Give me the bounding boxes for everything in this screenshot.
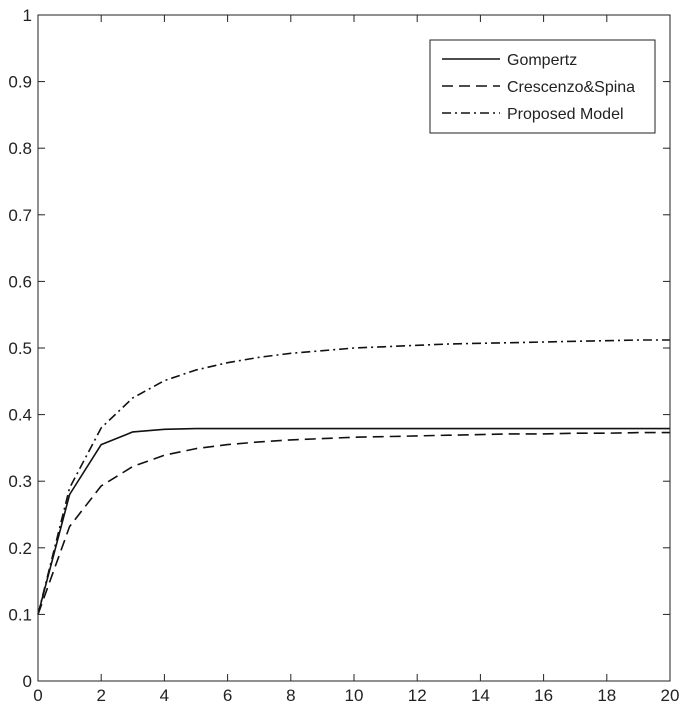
- x-tick-label: 20: [661, 686, 680, 705]
- y-tick-label: 0.4: [8, 406, 32, 425]
- x-tick-label: 8: [286, 686, 295, 705]
- legend-label-1: Gompertz: [507, 52, 577, 69]
- y-tick-label: 0.6: [8, 272, 32, 291]
- y-tick-label: 0.5: [8, 339, 32, 358]
- y-tick-label: 0.1: [8, 605, 32, 624]
- y-tick-label: 0.7: [8, 206, 32, 225]
- series-layer: [37, 339, 670, 615]
- x-tick-label: 14: [471, 686, 490, 705]
- legend-label-3: Proposed Model: [507, 106, 624, 123]
- y-tick-label: 0.9: [8, 73, 32, 92]
- axes-layer: 0 2 4 6 8 10 12 14 16 18 20 0 0.1 0.2 0.3 0.4 0.5 0.6 0.7 0…: [8, 6, 679, 705]
- y-tick-label: 0: [23, 672, 32, 691]
- legend-label-2: Crescenzo&Spina: [507, 79, 635, 96]
- x-tick-label: 0: [33, 686, 42, 705]
- legend: Gompertz Crescenzo&Spina Proposed Model: [429, 39, 656, 134]
- series-line-3: [37, 339, 670, 615]
- series-line-1: [37, 427, 670, 615]
- x-tick-label: 16: [534, 686, 553, 705]
- y-tick-label: 0.3: [8, 472, 32, 491]
- y-tick-label: 0.8: [8, 139, 32, 158]
- y-tick-label: 1: [23, 6, 32, 25]
- x-tick-label: 10: [345, 686, 364, 705]
- x-tick-label: 6: [223, 686, 232, 705]
- x-tick-label: 12: [408, 686, 427, 705]
- y-tick-label: 0.2: [8, 539, 32, 558]
- x-tick-label: 4: [160, 686, 169, 705]
- series-line-2: [37, 431, 670, 615]
- x-tick-label: 2: [96, 686, 105, 705]
- x-tick-label: 18: [597, 686, 616, 705]
